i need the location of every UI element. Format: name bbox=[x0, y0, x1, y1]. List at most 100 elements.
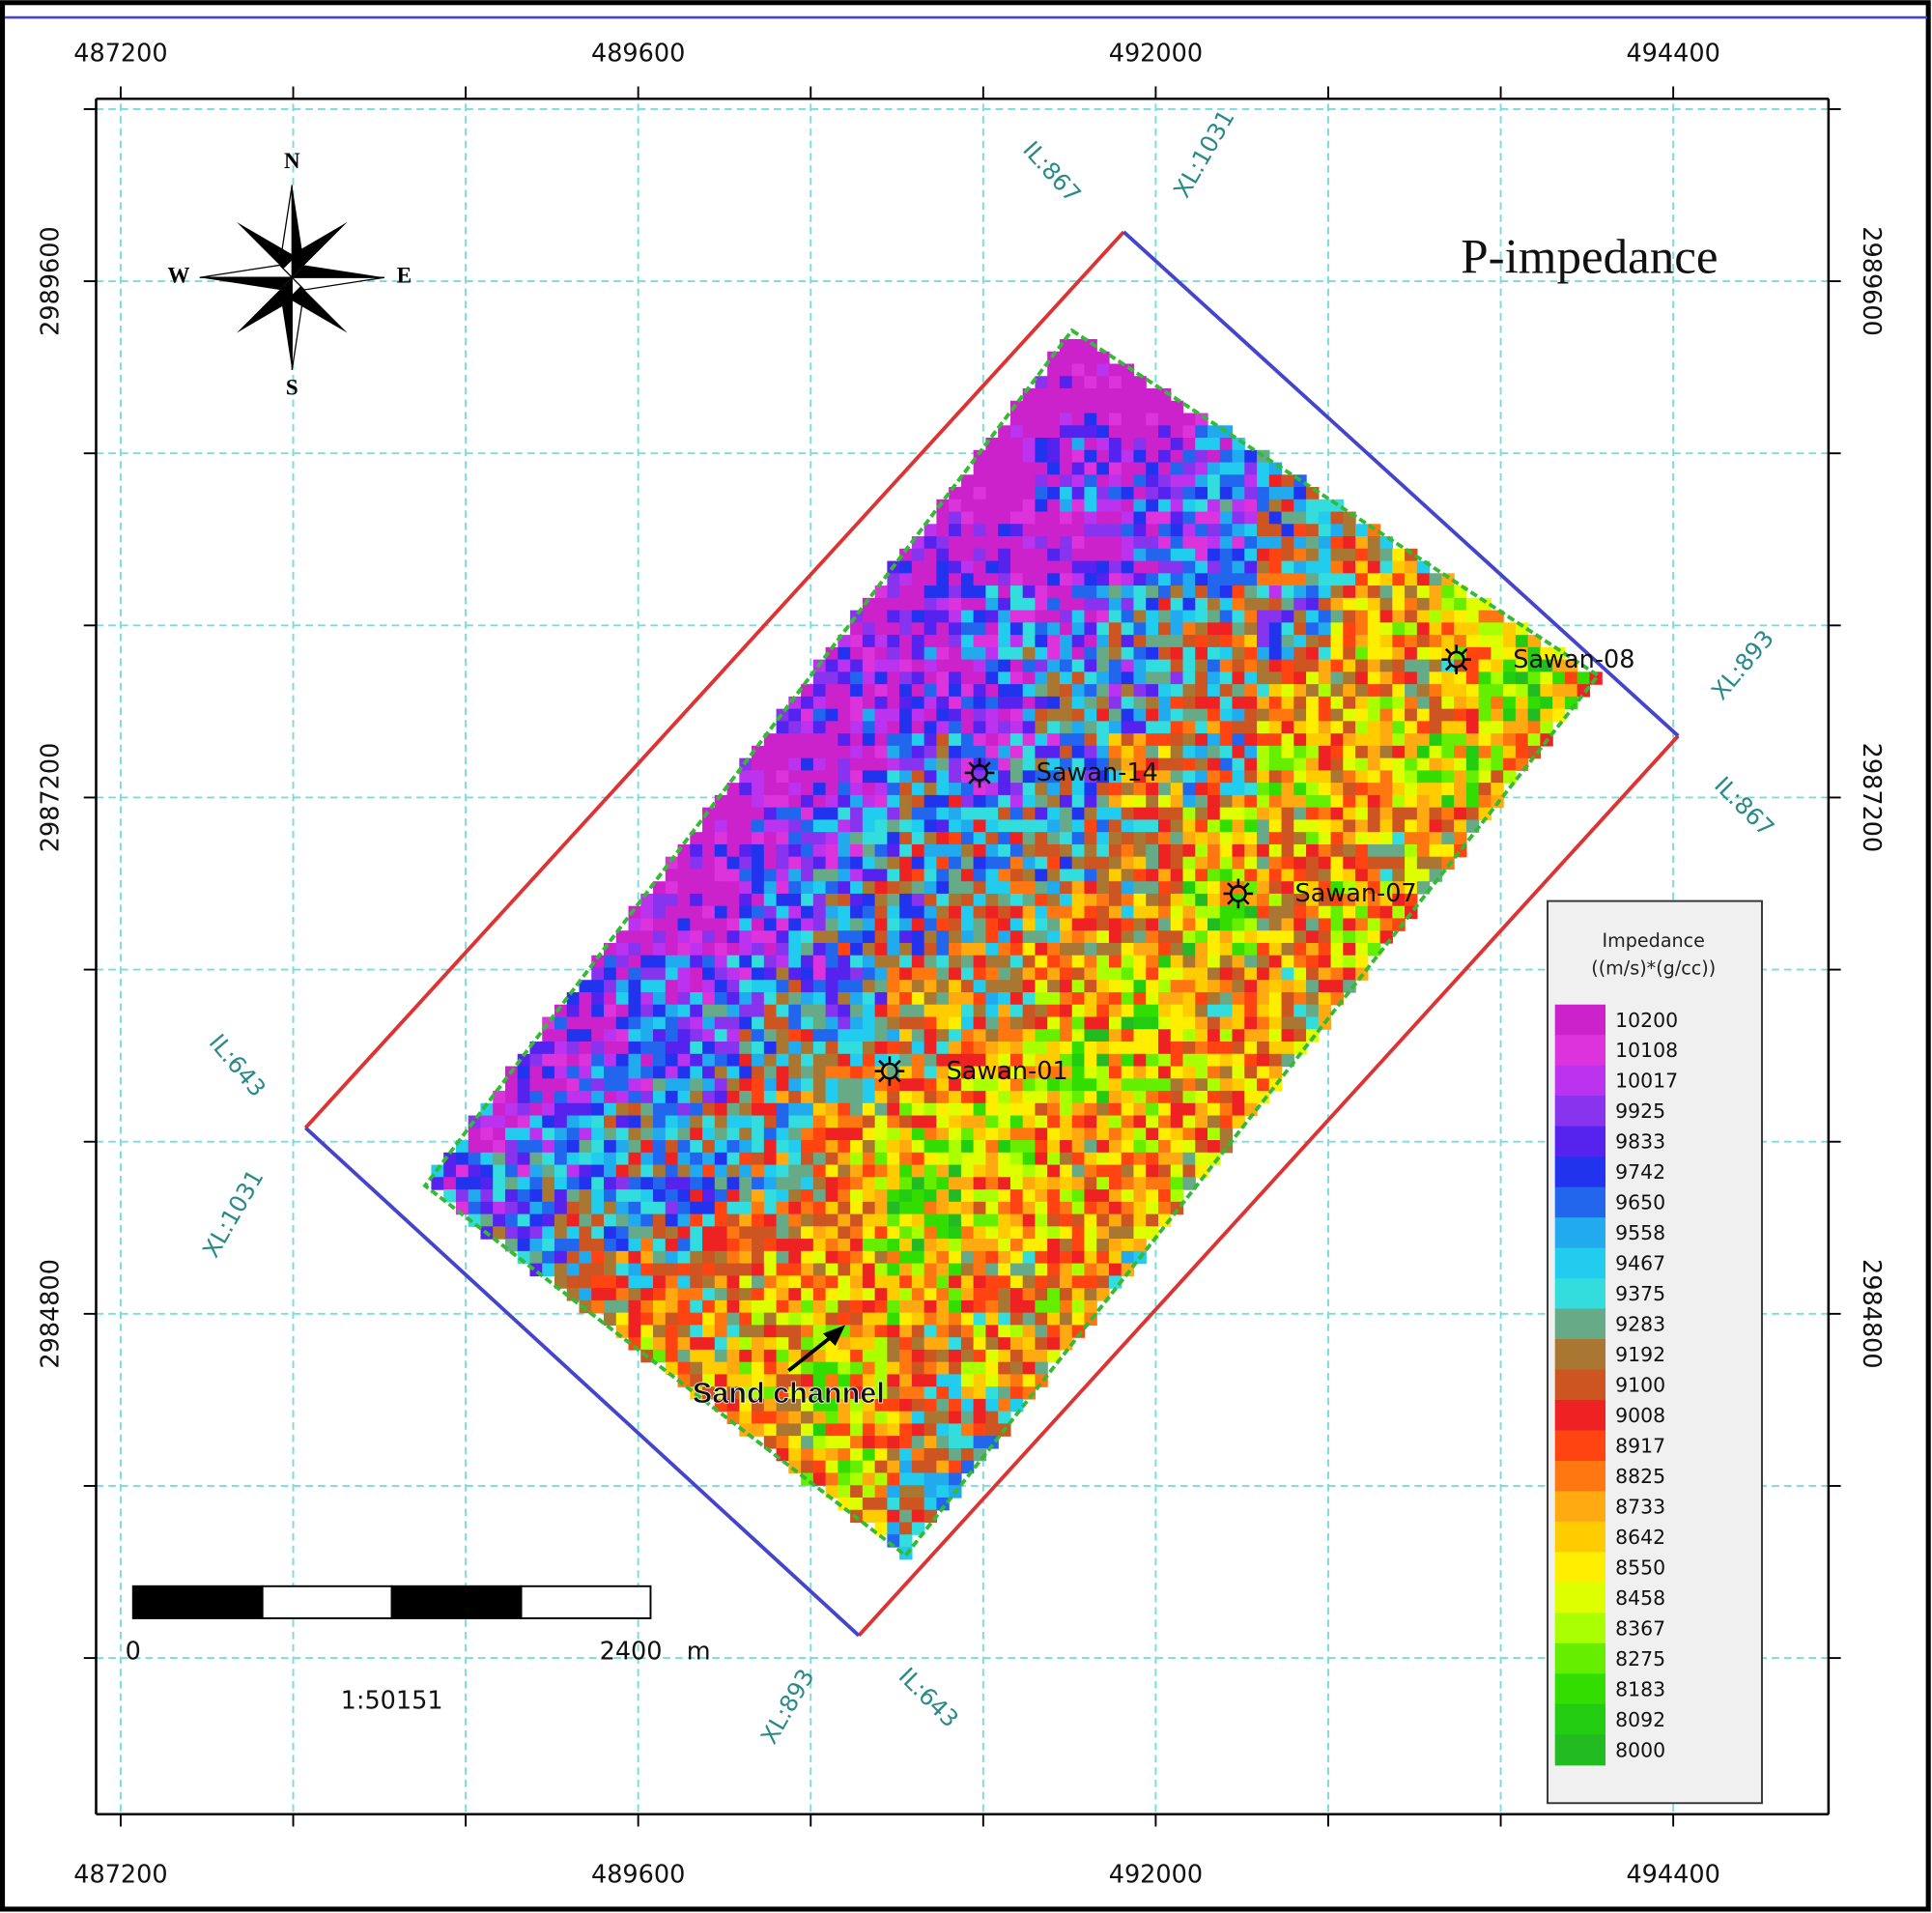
raster-cell bbox=[812, 1091, 827, 1104]
raster-cell bbox=[899, 1066, 913, 1079]
raster-cell bbox=[1281, 708, 1294, 723]
raster-cell bbox=[850, 1213, 864, 1227]
raster-cell bbox=[998, 610, 1011, 623]
raster-cell bbox=[739, 1128, 753, 1141]
raster-cell bbox=[1416, 794, 1431, 809]
raster-cell bbox=[1022, 1275, 1037, 1289]
raster-cell bbox=[1133, 585, 1147, 599]
raster-cell bbox=[874, 832, 889, 845]
raster-cell bbox=[936, 1102, 950, 1117]
raster-cell bbox=[850, 1226, 864, 1240]
raster-cell bbox=[825, 832, 838, 845]
raster-cell bbox=[1293, 524, 1307, 537]
raster-cell bbox=[1096, 400, 1110, 414]
raster-cell bbox=[1416, 585, 1431, 599]
raster-cell bbox=[677, 1189, 691, 1203]
raster-cell bbox=[887, 610, 900, 623]
raster-cell bbox=[1035, 1349, 1048, 1363]
raster-cell bbox=[899, 1337, 913, 1351]
raster-cell bbox=[923, 1423, 938, 1437]
raster-cell bbox=[1306, 991, 1320, 1006]
raster-cell bbox=[973, 1337, 987, 1351]
raster-cell bbox=[1552, 708, 1566, 723]
raster-cell bbox=[899, 1140, 913, 1154]
raster-cell bbox=[1170, 807, 1184, 821]
raster-cell bbox=[1293, 696, 1307, 710]
raster-cell bbox=[1182, 413, 1196, 426]
raster-cell bbox=[1035, 684, 1048, 698]
raster-cell bbox=[690, 856, 703, 871]
raster-cell bbox=[825, 1213, 838, 1227]
raster-cell bbox=[788, 881, 802, 895]
raster-cell bbox=[1293, 1016, 1307, 1030]
raster-cell bbox=[1552, 684, 1566, 698]
raster-cell bbox=[1009, 856, 1024, 871]
raster-cell bbox=[1232, 955, 1245, 969]
raster-cell bbox=[677, 1263, 691, 1276]
raster-cell bbox=[960, 560, 975, 574]
raster-cell bbox=[1108, 1004, 1122, 1018]
raster-cell bbox=[1293, 918, 1307, 931]
raster-cell bbox=[1281, 622, 1294, 636]
raster-cell bbox=[665, 1029, 679, 1042]
raster-cell bbox=[542, 1066, 555, 1079]
raster-cell bbox=[653, 1275, 667, 1289]
raster-cell bbox=[628, 930, 641, 944]
raster-cell bbox=[604, 1152, 617, 1166]
raster-cell bbox=[1355, 646, 1369, 661]
raster-cell bbox=[1367, 843, 1381, 858]
raster-cell bbox=[1059, 487, 1073, 500]
raster-cell bbox=[1059, 1066, 1073, 1079]
raster-cell bbox=[763, 942, 778, 956]
raster-cell bbox=[899, 869, 913, 882]
raster-cell bbox=[776, 783, 789, 796]
raster-cell bbox=[1022, 684, 1037, 698]
raster-cell bbox=[825, 1029, 838, 1042]
raster-cell bbox=[493, 1140, 506, 1154]
raster-cell bbox=[1343, 918, 1356, 931]
raster-cell bbox=[1281, 635, 1294, 648]
raster-cell bbox=[1022, 1189, 1037, 1203]
raster-cell bbox=[960, 1004, 975, 1018]
raster-cell bbox=[998, 1177, 1011, 1190]
raster-cell bbox=[1379, 819, 1393, 833]
raster-cell bbox=[1108, 1091, 1122, 1104]
raster-cell bbox=[936, 1337, 950, 1351]
raster-cell bbox=[812, 1386, 827, 1400]
raster-cell bbox=[936, 1128, 950, 1141]
raster-cell bbox=[763, 1189, 778, 1203]
raster-cell bbox=[665, 991, 679, 1006]
raster-cell bbox=[1108, 1128, 1122, 1141]
raster-cell bbox=[1047, 807, 1061, 821]
raster-cell bbox=[665, 1263, 679, 1276]
raster-cell bbox=[1170, 635, 1184, 648]
raster-cell bbox=[1096, 474, 1110, 488]
raster-cell bbox=[801, 1325, 814, 1338]
raster-cell bbox=[726, 819, 740, 833]
raster-cell bbox=[1244, 573, 1258, 586]
raster-cell bbox=[1182, 893, 1196, 907]
raster-cell bbox=[825, 794, 838, 809]
raster-cell bbox=[1465, 783, 1480, 796]
raster-cell bbox=[1108, 770, 1122, 784]
raster-cell bbox=[850, 1140, 864, 1154]
raster-cell bbox=[1465, 721, 1480, 734]
raster-cell bbox=[899, 745, 913, 759]
raster-cell bbox=[579, 1140, 592, 1154]
raster-cell bbox=[615, 955, 630, 969]
raster-cell bbox=[1343, 869, 1356, 882]
raster-cell bbox=[923, 560, 938, 574]
raster-cell bbox=[1219, 474, 1234, 488]
raster-cell bbox=[1022, 1091, 1037, 1104]
raster-cell bbox=[985, 1213, 999, 1227]
raster-cell bbox=[985, 794, 999, 809]
raster-cell bbox=[1195, 843, 1208, 858]
raster-cell bbox=[998, 1115, 1011, 1128]
raster-cell bbox=[1084, 387, 1097, 402]
raster-cell bbox=[1268, 646, 1283, 661]
raster-cell bbox=[838, 708, 851, 723]
raster-cell bbox=[1232, 474, 1245, 488]
raster-cell bbox=[628, 1299, 641, 1314]
raster-cell bbox=[850, 646, 864, 661]
raster-cell bbox=[1244, 869, 1258, 882]
